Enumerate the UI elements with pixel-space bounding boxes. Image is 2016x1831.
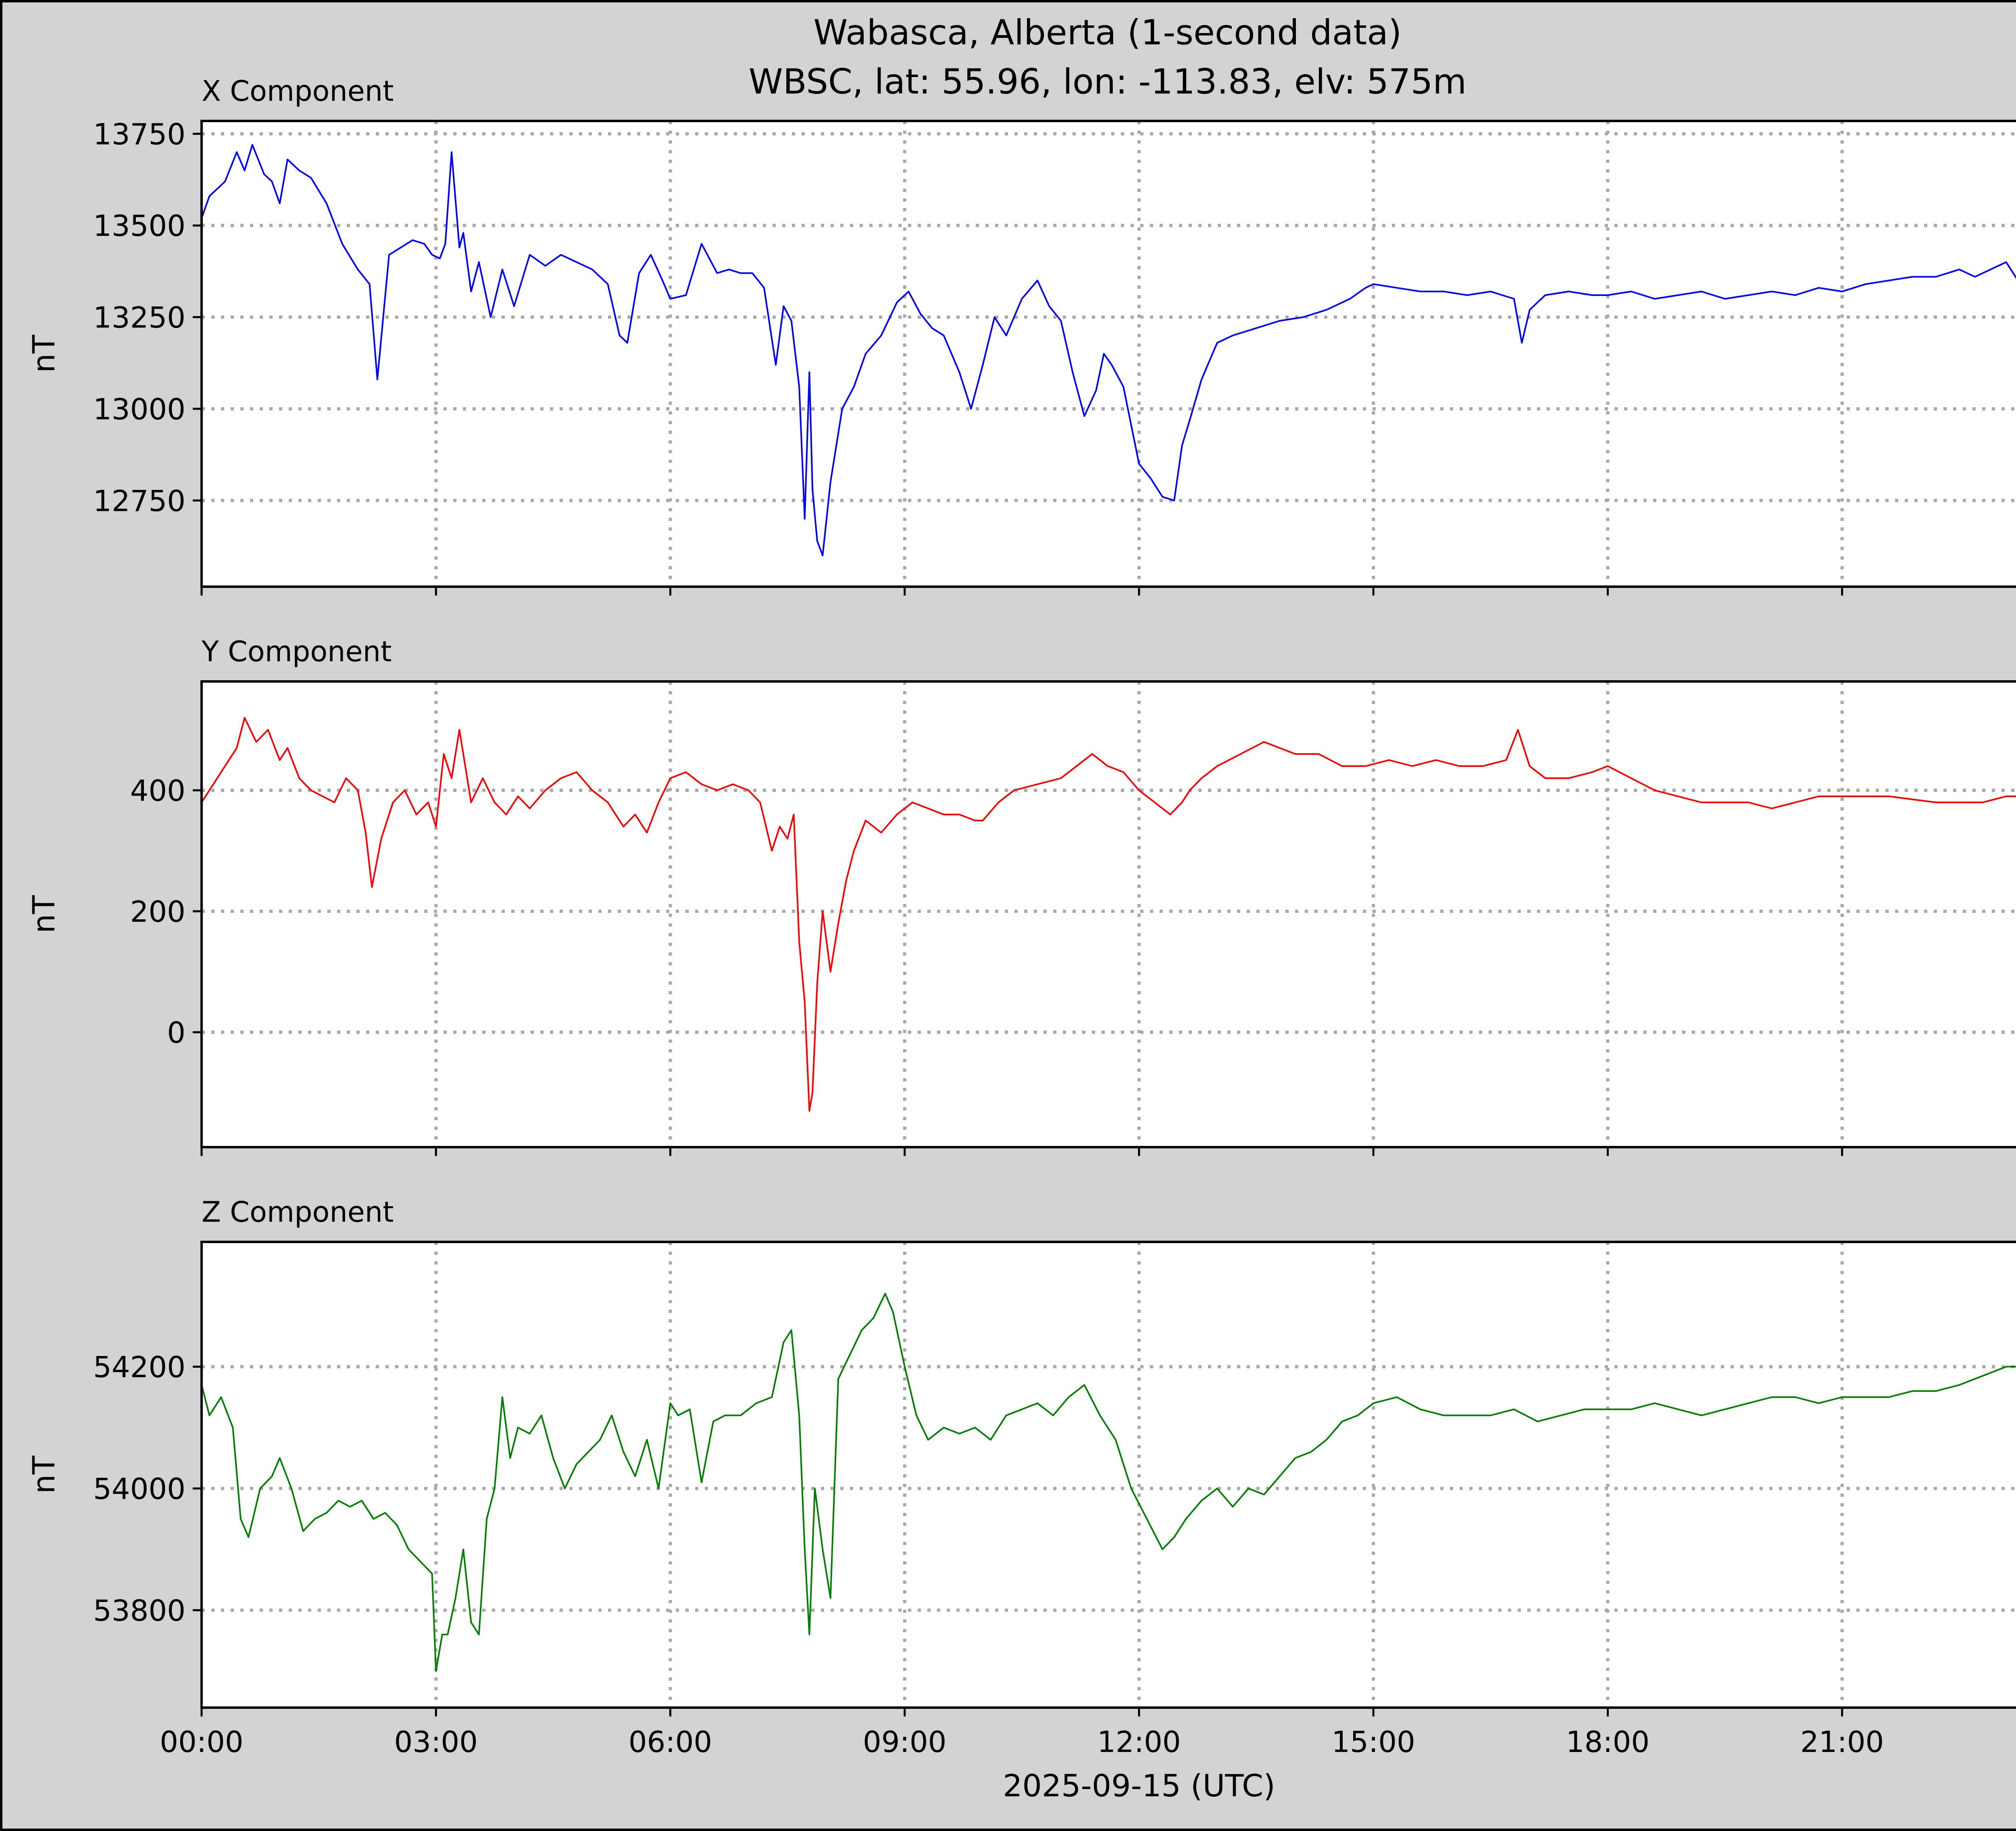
y-tick-label: 12750: [93, 484, 185, 518]
y-tick-label: 0: [167, 1016, 185, 1050]
plot-area: [202, 1242, 2016, 1708]
panel-subtitle: Y Component: [201, 635, 392, 668]
y-tick-label: 53800: [93, 1594, 185, 1627]
series-line-z: [201, 1293, 2016, 1672]
plot-frame: [200, 120, 2016, 588]
plot-area: [202, 121, 2016, 587]
figure-subtitle: WBSC, lat: 55.96, lon: -113.83, elv: 575…: [749, 62, 1467, 102]
x-axis-label: 2025-09-15 (UTC): [1003, 1768, 1275, 1804]
x-tick-label: 12:00: [1097, 1725, 1181, 1759]
y-tick-label: 54000: [93, 1472, 185, 1506]
x-tick-label: 09:00: [863, 1725, 947, 1759]
plot-area: [202, 681, 2016, 1147]
y-tick-label: 13250: [93, 301, 185, 335]
y-tick-label: 200: [130, 895, 185, 929]
plot-frame: [200, 1241, 2016, 1709]
y-axis-label: nT: [26, 335, 62, 373]
x-tick-label: 18:00: [1566, 1725, 1650, 1759]
panels: 12750 13000 13250 13500 13750 X Component nT 0 2…: [26, 75, 2016, 1804]
y-tick-label: 54200: [93, 1350, 185, 1384]
figure-title: Wabasca, Alberta (1-second data): [814, 12, 1402, 53]
y-tick-label: 13750: [93, 117, 185, 151]
panel-subtitle: X Component: [202, 75, 394, 108]
x-tick-label: 00:00: [160, 1725, 244, 1759]
y-axis-label: nT: [26, 1456, 62, 1494]
y-tick-label: 13500: [93, 209, 185, 243]
x-tick-label: 21:00: [1800, 1725, 1884, 1759]
x-tick-label: 15:00: [1332, 1725, 1416, 1759]
y-tick-label: 13000: [93, 392, 185, 426]
y-tick-label: 400: [130, 774, 185, 808]
x-tick-label: 06:00: [629, 1725, 712, 1759]
series-line-x: [201, 144, 2016, 556]
y-axis-label: nT: [26, 895, 62, 933]
panel-subtitle: Z Component: [202, 1196, 394, 1229]
panel-y: 0 200 400 Y Component nT: [26, 635, 2016, 1156]
series-line-y: [201, 717, 2016, 1112]
x-tick-label: 03:00: [394, 1725, 478, 1759]
panel-x: 12750 13000 13250 13500 13750 X Component nT: [26, 75, 2016, 596]
panel-z: 53800 54000 54200 Z Component nT 00:00 03:00 06…: [26, 1196, 2016, 1804]
plot-frame: [200, 680, 2016, 1148]
